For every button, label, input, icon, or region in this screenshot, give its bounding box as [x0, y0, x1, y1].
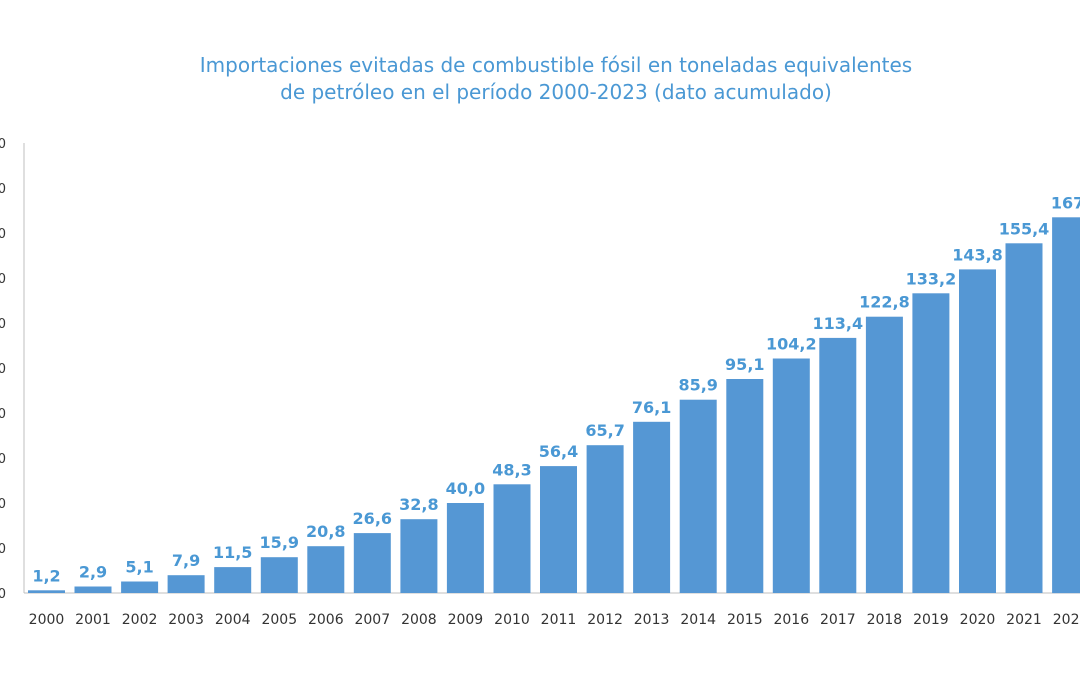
value-label-2013: 76,1	[632, 398, 671, 417]
x-tick-label-2010: 2010	[494, 612, 530, 628]
x-tick-label-2012: 2012	[587, 612, 623, 628]
x-tick-label-2005: 2005	[261, 612, 297, 628]
y-tick-label: 0	[0, 362, 6, 377]
y-tick-label: 0	[0, 587, 6, 602]
y-tick-label: 0	[0, 227, 6, 242]
value-label-2015: 95,1	[725, 355, 764, 374]
bar-2001	[74, 586, 112, 593]
x-tick-label-2009: 2009	[448, 612, 484, 628]
value-label-2022: 167,	[1051, 193, 1080, 212]
chart-title-line-2: de petróleo en el período 2000-2023 (dat…	[280, 80, 832, 104]
x-tick-label-2022: 2022	[1053, 612, 1080, 628]
x-tick-label-2017: 2017	[820, 612, 856, 628]
x-tick-label-2021: 2021	[1006, 612, 1042, 628]
chart-title: Importaciones evitadas de combustible fó…	[0, 52, 1080, 106]
y-tick-label: 0	[0, 542, 6, 557]
y-tick-labels: 0 0 0 0 0 0 0 0 0 0 0	[0, 137, 6, 602]
y-tick-label: 0	[0, 497, 6, 512]
x-tick-label-2018: 2018	[867, 612, 903, 628]
value-label-2002: 5,1	[125, 558, 153, 577]
value-label-2009: 40,0	[446, 479, 485, 498]
x-tick-label-2020: 2020	[960, 612, 996, 628]
x-tick-label-2002: 2002	[122, 612, 158, 628]
value-label-2020: 143,8	[952, 245, 1003, 264]
y-tick-label: 0	[0, 452, 6, 467]
bar-2017	[819, 337, 857, 594]
x-tick-labels-group: 2000 2001 2002 2003 2004 2005 2006 2007 2008 2009…	[29, 612, 1080, 628]
value-label-2011: 56,4	[539, 442, 578, 461]
y-tick-label: 0	[0, 407, 6, 422]
value-label-2018: 122,8	[859, 293, 910, 312]
value-label-2004: 11,5	[213, 543, 252, 562]
bar-2014	[679, 399, 717, 593]
bar-2016	[772, 358, 810, 593]
bar-2020	[959, 269, 996, 593]
value-label-2007: 26,6	[353, 509, 392, 528]
bar-2019	[912, 293, 950, 593]
value-label-2003: 7,9	[172, 551, 200, 570]
bar-2012	[586, 445, 624, 593]
bars-group	[28, 217, 1080, 594]
value-label-2021: 155,4	[999, 219, 1050, 238]
bar-2003	[167, 575, 205, 593]
x-tick-label-2003: 2003	[168, 612, 204, 628]
value-label-2017: 113,4	[812, 314, 863, 333]
bar-2009	[446, 503, 484, 593]
bar-2021	[1005, 243, 1043, 594]
value-label-2016: 104,2	[766, 335, 817, 354]
value-labels-group: 1,2 2,9 5,1 7,9 11,5 15,9 20,8 26,6 32,8 40,0 48,3…	[32, 193, 1080, 585]
x-tick-label-2004: 2004	[215, 612, 251, 628]
bar-2002	[121, 581, 159, 593]
bar-2013	[633, 421, 671, 593]
value-label-2000: 1,2	[32, 566, 60, 585]
x-tick-label-2011: 2011	[541, 612, 577, 628]
x-tick-label-2007: 2007	[354, 612, 390, 628]
x-tick-label-2013: 2013	[634, 612, 670, 628]
x-tick-label-2016: 2016	[773, 612, 809, 628]
y-tick-label: 0	[0, 272, 6, 287]
y-tick-label: 0	[0, 317, 6, 332]
bar-2022	[1052, 217, 1080, 594]
bar-2007	[353, 533, 391, 593]
value-label-2006: 20,8	[306, 522, 345, 541]
value-label-2014: 85,9	[678, 376, 717, 395]
value-label-2019: 133,2	[906, 269, 957, 288]
value-label-2008: 32,8	[399, 495, 438, 514]
x-tick-label-2014: 2014	[680, 612, 716, 628]
bar-2018	[865, 316, 903, 593]
bar-2000	[28, 590, 65, 593]
y-tick-label: 0	[0, 182, 6, 197]
value-label-2012: 65,7	[585, 421, 624, 440]
bar-2004	[214, 567, 252, 593]
x-tick-label-2001: 2001	[75, 612, 111, 628]
bar-2015	[726, 379, 764, 593]
y-tick-label: 0	[0, 137, 6, 152]
bar-2005	[260, 557, 298, 593]
x-tick-label-2000: 2000	[29, 612, 65, 628]
bar-2008	[400, 519, 438, 593]
bar-2006	[307, 546, 345, 593]
value-label-2005: 15,9	[260, 533, 299, 552]
value-label-2010: 48,3	[492, 460, 531, 479]
bar-2011	[540, 466, 577, 593]
chart-title-line-1: Importaciones evitadas de combustible fó…	[199, 53, 913, 77]
value-label-2001: 2,9	[79, 563, 107, 582]
x-tick-label-2015: 2015	[727, 612, 763, 628]
x-tick-label-2006: 2006	[308, 612, 344, 628]
x-tick-label-2008: 2008	[401, 612, 437, 628]
bar-2010	[493, 484, 531, 593]
x-tick-label-2019: 2019	[913, 612, 949, 628]
